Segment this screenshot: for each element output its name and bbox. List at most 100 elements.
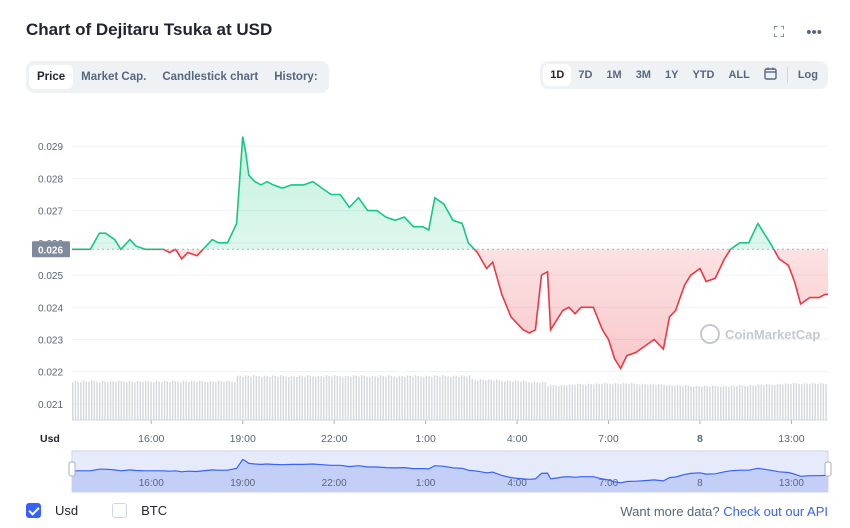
volume-bar [333, 375, 336, 420]
volume-bar [741, 385, 744, 420]
volume-bar [217, 380, 220, 420]
usd-label: Usd [55, 503, 79, 518]
volume-bar [182, 380, 185, 420]
volume-bar [312, 376, 314, 420]
volume-bar [188, 382, 190, 420]
volume-bar [455, 376, 457, 420]
volume-bar [309, 375, 312, 420]
volume-bar [495, 379, 498, 420]
volume-bar [482, 379, 484, 420]
volume-bar [514, 380, 517, 420]
volume-bar [506, 380, 509, 420]
range-3m[interactable]: 3M [635, 69, 651, 81]
volume-bar [817, 384, 819, 420]
volume-bar [409, 376, 411, 420]
volume-bar [706, 386, 708, 420]
range-ytd[interactable]: YTD [692, 69, 715, 81]
navigator-handle-left[interactable] [68, 461, 76, 477]
tab-history[interactable]: History: [274, 71, 318, 83]
range-1m[interactable]: 1M [606, 69, 622, 81]
volume-bar [768, 384, 771, 420]
current-value-badge [32, 241, 70, 258]
volume-bar [274, 376, 276, 420]
volume-bar [749, 384, 752, 420]
volume-bar [630, 382, 633, 420]
volume-bar [271, 375, 274, 420]
calendar-icon[interactable] [757, 62, 784, 88]
btc-checkbox[interactable]: BTC [112, 503, 167, 518]
range-1y[interactable]: 1Y [664, 69, 679, 81]
volume-bar [560, 384, 563, 420]
volume-bar [571, 384, 573, 420]
volume-bar [819, 382, 822, 420]
volume-bar [722, 385, 725, 420]
range-7d[interactable]: 7D [578, 69, 593, 81]
tab-candlestick[interactable]: Candlestick chart [162, 71, 259, 83]
volume-bar [423, 377, 425, 420]
time-range-selector: 1D 7D 1M 3M 1Y YTD ALL Log [540, 61, 828, 89]
y-tick-label: 0.024 [38, 303, 63, 314]
volume-bar [531, 382, 533, 420]
volume-bar [703, 385, 706, 420]
volume-bar [412, 376, 414, 420]
volume-bar [266, 376, 268, 420]
navigator-tick-label: 4:00 [507, 478, 527, 489]
volume-bar [258, 376, 260, 420]
volume-bar [96, 381, 98, 420]
volume-bar [468, 375, 471, 420]
range-1d[interactable]: 1D [543, 64, 572, 86]
volume-bar [576, 383, 579, 420]
volume-bar [215, 382, 217, 420]
volume-bar [417, 375, 420, 420]
volume-bar [536, 382, 538, 420]
volume-bar [117, 380, 120, 420]
volume-bar [760, 384, 762, 420]
y-tick-label: 0.022 [38, 368, 63, 379]
volume-bar [209, 380, 212, 420]
tab-market-cap[interactable]: Market Cap. [81, 71, 147, 83]
volume-bar [328, 376, 330, 420]
volume-bar [131, 381, 133, 420]
volume-bar [701, 386, 703, 420]
usd-checkbox[interactable]: Usd [26, 503, 78, 518]
volume-bar [458, 376, 460, 420]
log-toggle[interactable]: Log [797, 69, 818, 81]
volume-bar [801, 384, 803, 420]
volume-bar [342, 377, 344, 420]
volume-bar [779, 384, 781, 420]
volume-bar [668, 384, 671, 420]
volume-bar [595, 383, 598, 420]
api-link[interactable]: Check out our API [723, 504, 828, 519]
volume-bar [825, 384, 827, 420]
volume-bar [420, 376, 422, 420]
fullscreen-icon[interactable]: ⛶ [773, 24, 785, 41]
price-chart[interactable]: 0.021 0.022 0.023 0.024 0.025 0.026 0.027 0.028… [0, 100, 850, 500]
volume-bar [396, 377, 398, 420]
volume-bar [709, 386, 711, 420]
navigator-handle-right[interactable] [824, 461, 832, 477]
current-value-label: 0.026 [38, 245, 63, 256]
volume-bar [126, 382, 128, 420]
volume-bar [752, 385, 754, 420]
more-dots-icon[interactable]: ••• [806, 24, 822, 41]
volume-bar [377, 376, 379, 420]
y-tick-label: 0.021 [38, 400, 63, 411]
volume-bar [528, 382, 530, 420]
y-tick-label: 0.027 [38, 207, 63, 218]
volume-bar [234, 382, 236, 420]
volume-bar [109, 380, 112, 420]
range-all[interactable]: ALL [728, 69, 750, 81]
volume-bar [784, 383, 787, 420]
volume-bar [360, 375, 363, 420]
volume-bar [717, 386, 719, 420]
volume-bar [776, 383, 779, 420]
volume-bar [555, 385, 557, 420]
volume-bar [660, 384, 663, 420]
tab-price[interactable]: Price [29, 65, 74, 89]
volume-bar [93, 381, 96, 420]
volume-bar [698, 386, 700, 420]
navigator-tick-label: 19:00 [230, 478, 255, 489]
volume-bar [755, 385, 757, 420]
volume-bar [285, 376, 287, 420]
volume-bar [225, 380, 228, 420]
